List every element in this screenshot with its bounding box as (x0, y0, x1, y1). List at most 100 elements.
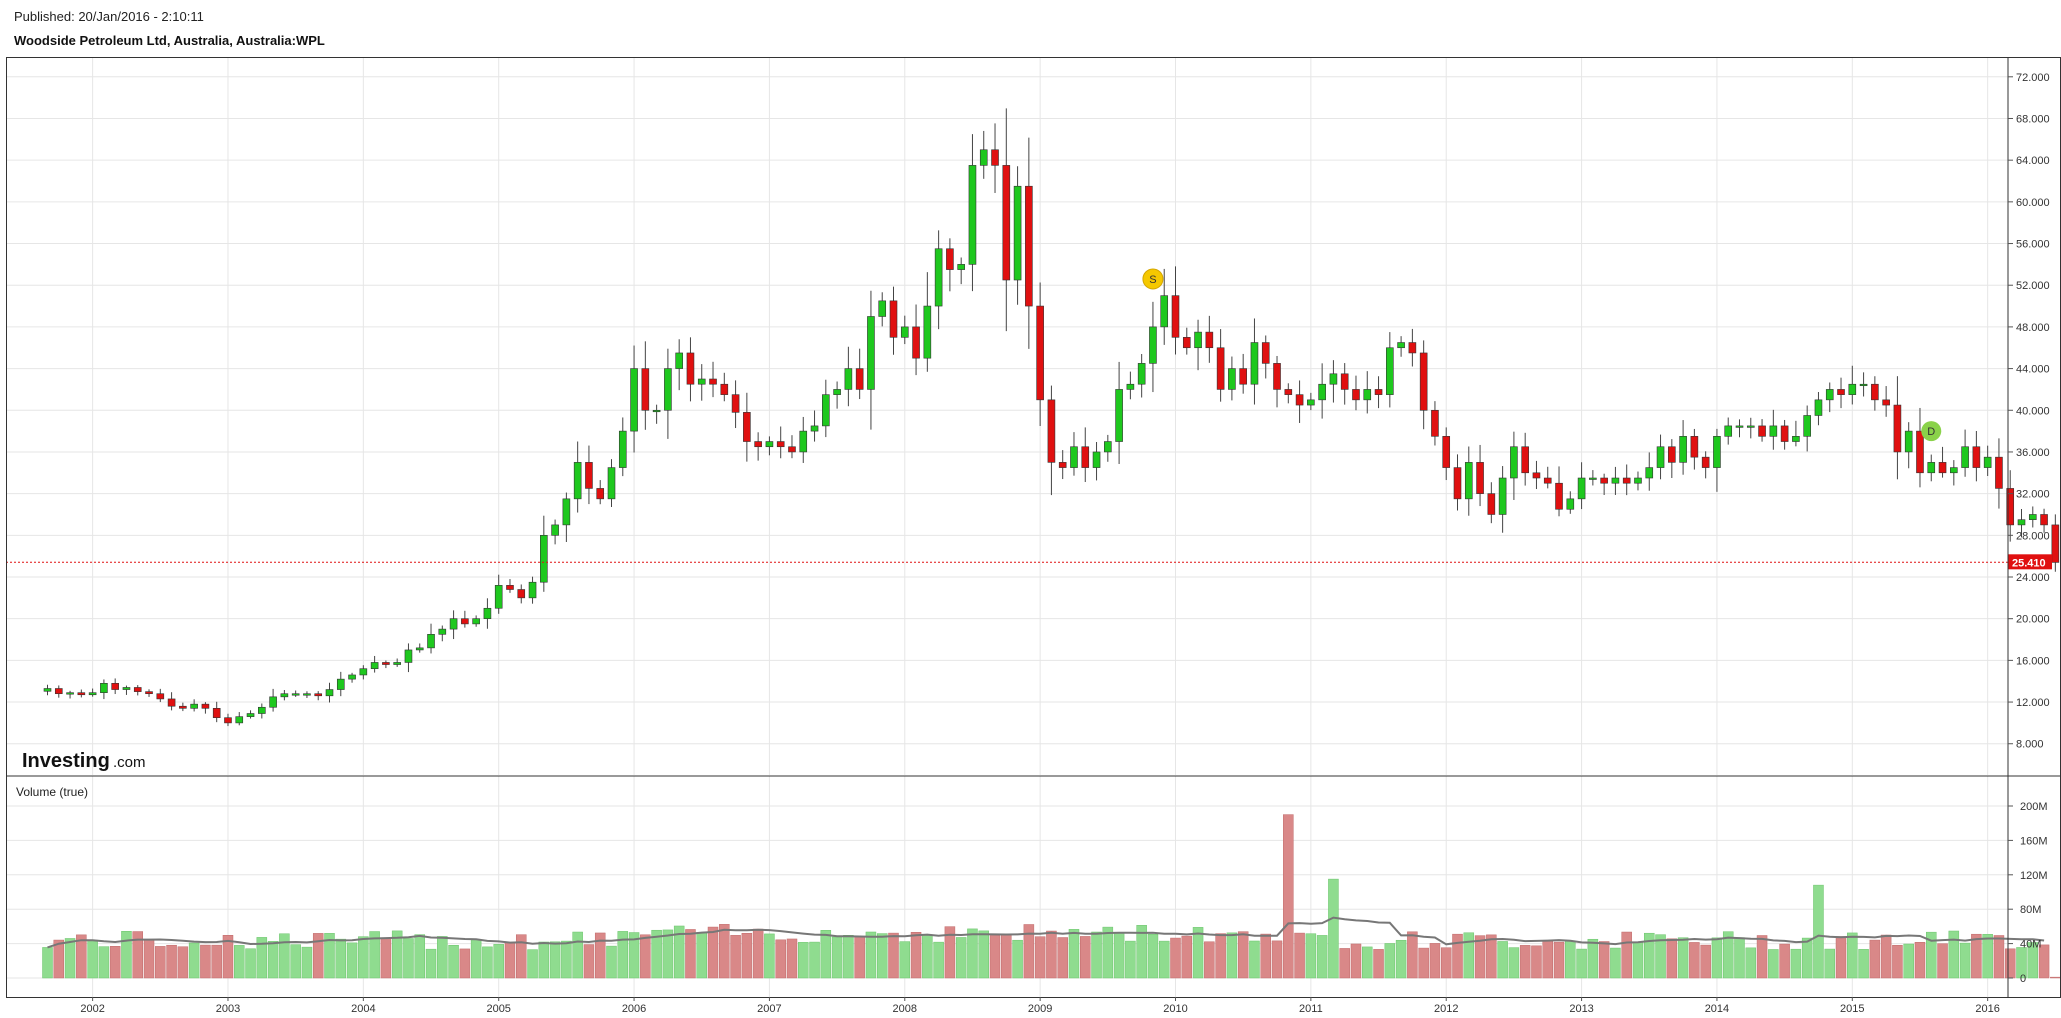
volume-axis-ticks: 0 40M 80M 120M 160M 200M (2008, 801, 2048, 985)
volume-bar (1091, 931, 1102, 979)
candle-body (788, 446, 796, 453)
volume-bar (1012, 939, 1023, 979)
candle-body (1645, 467, 1654, 479)
volume-bar (843, 935, 854, 979)
candle-body (382, 662, 390, 665)
signal-marker-circle (1142, 268, 1164, 290)
volume-bar (1824, 948, 1835, 979)
volume-bar (403, 938, 414, 979)
candle (1904, 422, 1913, 469)
candle-body (562, 498, 571, 526)
candle (246, 710, 255, 719)
candle (1983, 445, 1992, 476)
candle (957, 257, 965, 285)
candle (1025, 137, 1033, 349)
candle-body (912, 326, 920, 359)
volume-bar (1565, 940, 1576, 979)
candle-body (359, 668, 368, 676)
volume-bar (1993, 935, 2005, 979)
volume-bar (1305, 933, 1317, 979)
candle (1510, 431, 1518, 500)
candle (1363, 371, 1372, 414)
candle (359, 665, 368, 680)
candle-body (1668, 446, 1676, 463)
candle-body (731, 394, 740, 413)
candle-body (461, 618, 469, 625)
candle (1498, 466, 1507, 533)
candle-body (618, 430, 627, 468)
watermark-suffix: .com (113, 754, 146, 771)
x-tick-label: 2010 (1163, 1003, 1187, 1015)
candle-body (810, 425, 819, 432)
volume-bar (1779, 943, 1790, 979)
volume-tick-label: 200M (2020, 801, 2048, 813)
candle-body (506, 585, 514, 590)
candle (889, 286, 898, 355)
volume-bar (989, 935, 1001, 979)
volume-bar (1204, 941, 1215, 979)
candle-body (1848, 383, 1857, 395)
candle-body (1058, 462, 1067, 468)
candle-body (1476, 462, 1484, 494)
candle-body (946, 248, 954, 270)
volume-bar (1125, 940, 1136, 979)
candle-body (1047, 399, 1056, 463)
candle-body (393, 662, 401, 665)
candle-body (167, 698, 176, 707)
candle-body (2040, 514, 2048, 526)
candle (1825, 382, 1834, 413)
volume-bar (538, 941, 550, 979)
candle-body (517, 589, 526, 599)
candle-body (551, 524, 559, 536)
volume-bar (188, 942, 200, 979)
candle-body (1510, 446, 1518, 479)
candle (427, 623, 435, 654)
candle-body (156, 693, 165, 700)
volume-bar (978, 930, 989, 979)
candle (1464, 446, 1473, 516)
candle (1690, 428, 1699, 470)
volume-bar (1971, 933, 1982, 979)
last-price-label: 25.410 (2012, 557, 2046, 569)
volume-bar (109, 946, 121, 979)
volume-bar (1689, 942, 1700, 979)
candle (1261, 335, 1270, 379)
candle (562, 492, 571, 542)
candle (743, 392, 751, 462)
volume-bar (888, 932, 899, 979)
candle (1115, 361, 1123, 464)
volume-bar (1937, 943, 1948, 979)
candle (1307, 392, 1315, 411)
volume-bar (775, 939, 786, 979)
candle (630, 345, 638, 453)
candle-body (1972, 446, 1981, 468)
volume-bars (42, 814, 2061, 979)
candle-body (1871, 383, 1879, 401)
volume-bar (1057, 937, 1068, 979)
candle (494, 574, 503, 614)
volume-bar (707, 926, 719, 979)
candle (1668, 439, 1676, 479)
candle (799, 416, 808, 463)
candle-body (1250, 342, 1259, 385)
volume-bar (786, 938, 798, 979)
candle-body (1893, 404, 1902, 453)
last-price-line: 25.410 (6, 554, 2052, 570)
x-tick-label: 2008 (893, 1003, 917, 1015)
candle (415, 643, 424, 653)
candle-body (1600, 477, 1608, 484)
volume-bar (1181, 935, 1193, 979)
candle-body (100, 682, 108, 693)
candle (822, 379, 830, 438)
volume-bar (425, 948, 437, 979)
x-axis-ticks: 2002 2003 2004 2005 2006 2007 2008 2009 2010 2011… (80, 997, 2000, 1015)
candle-body (1532, 472, 1541, 479)
candle-body (1589, 477, 1597, 480)
volume-bar (1260, 933, 1271, 979)
y-tick-label: 20.000 (2016, 614, 2050, 626)
x-tick-label: 2007 (757, 1003, 781, 1015)
volume-bar (1362, 946, 1373, 979)
volume-bar (358, 936, 369, 979)
candle (314, 691, 323, 701)
